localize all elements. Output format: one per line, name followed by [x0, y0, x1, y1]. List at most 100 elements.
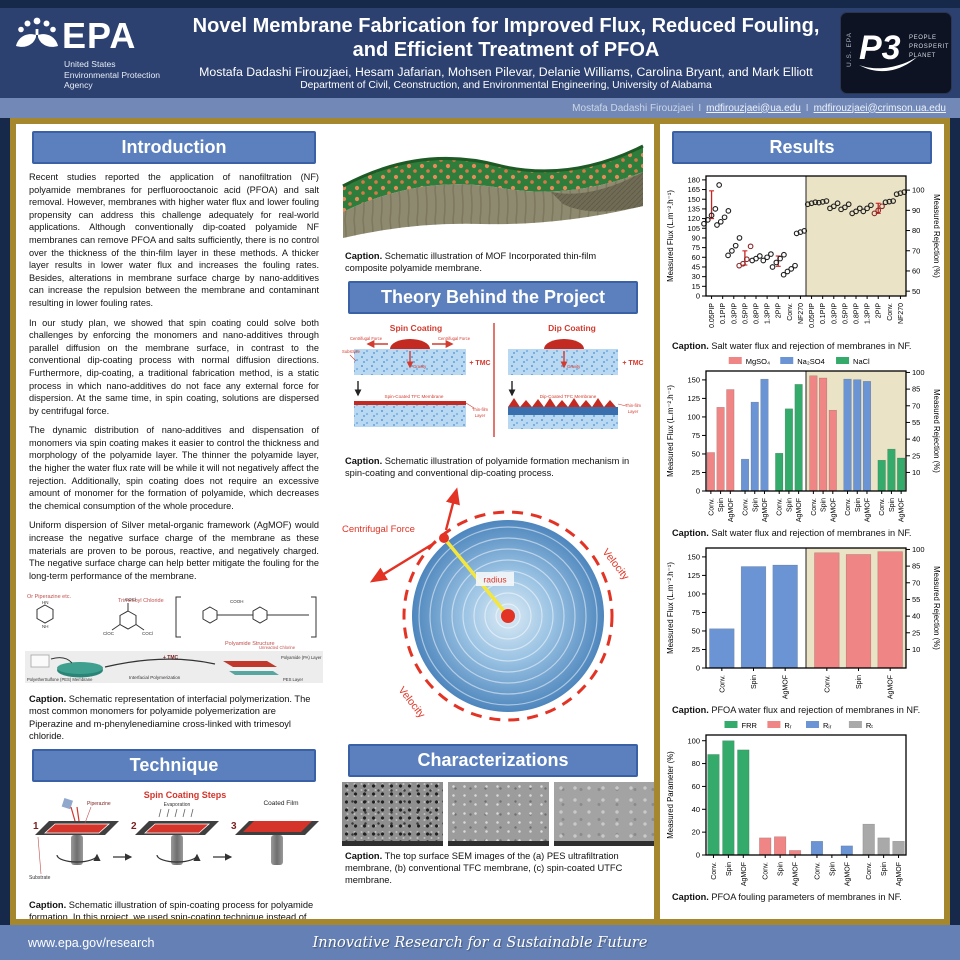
svg-text:2: 2 — [131, 821, 137, 832]
svg-text:Conv.: Conv. — [743, 498, 750, 516]
svg-text:0.5PIP: 0.5PIP — [742, 303, 749, 324]
svg-text:Polyamide Structure: Polyamide Structure — [225, 641, 275, 647]
svg-text:Spin: Spin — [889, 498, 896, 512]
svg-text:0: 0 — [696, 292, 700, 301]
svg-text:0.5PIP: 0.5PIP — [842, 303, 849, 324]
svg-text:70: 70 — [912, 401, 920, 410]
svg-text:0: 0 — [696, 487, 700, 496]
svg-text:10: 10 — [912, 645, 920, 654]
svg-text:180: 180 — [687, 175, 700, 184]
svg-text:Conv.: Conv. — [845, 498, 852, 516]
svg-text:AgMOF: AgMOF — [896, 862, 903, 886]
technique-caption: Caption. Schematic illustration of spin-… — [29, 899, 314, 919]
svg-text:Or Piperazine etc.: Or Piperazine etc. — [27, 594, 71, 600]
svg-text:10: 10 — [912, 468, 920, 477]
column-introduction: Introduction Recent studies reported the… — [16, 124, 332, 919]
svg-text:75: 75 — [692, 608, 700, 617]
svg-text:Conv.: Conv. — [711, 862, 718, 880]
intro-paragraph-4: Uniform dispersion of Silver metal-organ… — [29, 520, 319, 581]
svg-text:75: 75 — [692, 243, 700, 252]
chart-pfoa-flux-rejection-bars: 0 25 50 75 100 125 150 10 25 40 55 70 85 100 Measured … — [662, 540, 944, 705]
svg-text:Coated Film: Coated Film — [263, 800, 298, 807]
svg-text:85: 85 — [912, 385, 920, 394]
svg-text:60: 60 — [692, 782, 700, 791]
mof-caption: Caption. Schematic illustration of MOF I… — [345, 251, 597, 274]
p3-vertical-text: U.S. EPA — [846, 32, 853, 67]
svg-text:AgMOF: AgMOF — [830, 498, 837, 522]
email-link-2[interactable]: mdfirouzjaei@crimson.ua.edu — [813, 102, 946, 114]
svg-text:AgMOF: AgMOF — [844, 862, 851, 886]
top-border — [0, 0, 960, 8]
p3-word-prosperity: PROSPERITY — [909, 44, 949, 50]
svg-text:Conv.: Conv. — [787, 303, 794, 321]
separator: I — [805, 102, 809, 114]
svg-text:AgMOF: AgMOF — [793, 862, 800, 886]
sem-image-utfc — [554, 782, 654, 847]
svg-text:0.1PIP: 0.1PIP — [720, 303, 727, 324]
chart-pfoa-fouling-parameters: 0 20 40 60 80 100 Measured Parameter (%) Conv. S… — [662, 717, 944, 892]
svg-text:Na₂SO4: Na₂SO4 — [797, 357, 825, 366]
svg-text:50: 50 — [692, 627, 700, 636]
svg-text:NaCl: NaCl — [853, 357, 870, 366]
svg-text:Thin-film: Thin-film — [472, 407, 489, 412]
svg-text:40: 40 — [912, 435, 920, 444]
svg-text:165: 165 — [687, 185, 700, 194]
svg-text:Spin: Spin — [829, 862, 836, 876]
svg-text:Spin: Spin — [821, 498, 828, 512]
svg-text:20: 20 — [692, 828, 700, 837]
svg-text:Conv.: Conv. — [719, 675, 726, 693]
svg-text:100: 100 — [912, 545, 925, 554]
svg-text:PolyetherSulfone (PES) Membran: PolyetherSulfone (PES) Membrane — [27, 677, 93, 682]
svg-text:120: 120 — [687, 214, 700, 223]
svg-text:150: 150 — [687, 375, 700, 384]
svg-text:COOH: COOH — [230, 599, 244, 604]
chart1-caption: Caption. Salt water flux and rejection o… — [672, 341, 912, 351]
svg-text:NH: NH — [42, 624, 49, 629]
svg-text:100: 100 — [912, 368, 925, 377]
svg-text:55: 55 — [912, 595, 920, 604]
svg-text:Measured Parameter (%): Measured Parameter (%) — [666, 751, 675, 839]
svg-text:90: 90 — [912, 206, 920, 215]
svg-text:Dip-Coated TFC Membrane: Dip-Coated TFC Membrane — [540, 394, 597, 399]
svg-text:30: 30 — [692, 272, 700, 281]
svg-text:Centrifugal Force: Centrifugal Force — [350, 336, 383, 341]
svg-text:Conv.: Conv. — [708, 498, 715, 516]
svg-text:0.8PIP: 0.8PIP — [854, 303, 861, 324]
svg-text:Thin-film: Thin-film — [625, 403, 642, 408]
svg-text:Spin: Spin — [855, 498, 862, 512]
chart2-caption: Caption. Salt water flux and rejection o… — [672, 528, 912, 538]
svg-text:3: 3 — [231, 821, 237, 832]
svg-text:80: 80 — [912, 226, 920, 235]
svg-text:AgMOF: AgMOF — [783, 675, 790, 699]
svg-text:Conv.: Conv. — [866, 862, 873, 880]
svg-text:25: 25 — [912, 451, 920, 460]
svg-text:AgMOF: AgMOF — [762, 498, 769, 522]
svg-text:45: 45 — [692, 263, 700, 272]
svg-text:60: 60 — [692, 253, 700, 262]
intro-paragraph-2: In our study plan, we showed that spin c… — [29, 317, 319, 416]
svg-text:AgMOF: AgMOF — [741, 862, 748, 886]
theory-figure: Spin Coating Centrifugal Force Centrifug… — [340, 319, 646, 452]
section-header-theory: Theory Behind the Project — [348, 281, 638, 315]
authors: Mostafa Dadashi Firouzjaei, Hesam Jafari… — [199, 65, 813, 80]
svg-text:25: 25 — [912, 628, 920, 637]
svg-text:Spin Coating: Spin Coating — [390, 323, 442, 333]
svg-text:Measured Rejection (%): Measured Rejection (%) — [932, 566, 940, 650]
svg-text:90: 90 — [692, 234, 700, 243]
svg-text:1.3PIP: 1.3PIP — [865, 303, 872, 324]
svg-text:Conv.: Conv. — [777, 498, 784, 516]
svg-text:FRR: FRR — [742, 721, 758, 730]
sem-image-pes — [342, 782, 443, 847]
svg-text:COCl: COCl — [125, 597, 136, 602]
p3-logo: U.S. EPA P3 PEOPLE PROSPERITY PLANET — [840, 12, 953, 94]
svg-text:Measured Flux (L.m⁻².h⁻¹): Measured Flux (L.m⁻².h⁻¹) — [666, 562, 675, 654]
svg-text:Spin: Spin — [752, 498, 759, 512]
epa-research-url[interactable]: www.epa.gov/research — [28, 935, 155, 950]
svg-text:70: 70 — [912, 246, 920, 255]
svg-text:Spin: Spin — [726, 862, 733, 876]
svg-text:55: 55 — [912, 418, 920, 427]
svg-text:25: 25 — [692, 468, 700, 477]
email-link-1[interactable]: mdfirouzjaei@ua.edu — [706, 102, 801, 114]
svg-text:150: 150 — [687, 552, 700, 561]
svg-text:+ TMC: + TMC — [622, 360, 643, 367]
